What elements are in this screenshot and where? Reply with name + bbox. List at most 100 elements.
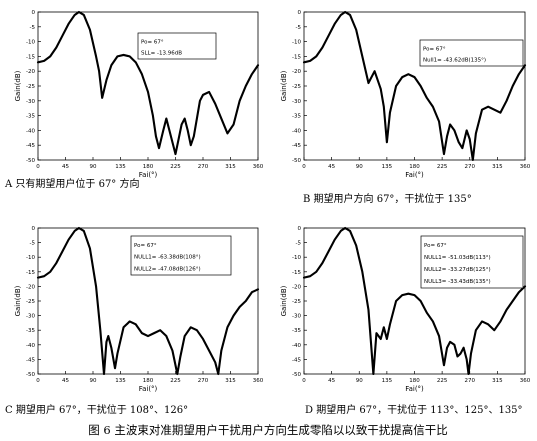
x-tick-label: 90 [90,378,97,384]
y-tick-label: -5 [30,241,36,247]
y-tick-label: -40 [292,128,301,134]
x-axis-label: Fai(°) [139,385,158,393]
x-tick-label: 225 [437,378,448,384]
x-tick-label: 360 [520,378,531,384]
y-tick-label: -20 [292,69,301,75]
gain-series-line [36,10,260,156]
y-tick-label: 0 [298,226,302,232]
x-tick-label: 180 [143,378,154,384]
x-axis-label: Fai(°) [405,385,424,393]
y-tick-label: -40 [26,343,35,349]
annotation-box [419,39,524,67]
y-tick-label: -10 [26,40,35,46]
annotation-text: Po= 67° [141,40,164,46]
x-tick-label: 45 [328,378,335,384]
annotation-text: SLL= -13.96dB [141,51,182,57]
y-tick-label: -30 [292,99,301,105]
x-tick-label: 270 [198,378,209,384]
y-tick-label: -15 [292,270,301,276]
y-tick-label: 0 [32,10,36,16]
annotation-text: NULL2= -33.27dB(125°) [424,267,491,273]
annotation-text: Po= 67° [424,243,447,249]
annotation-text: NULL3= -33.43dB(135°) [424,279,491,285]
y-tick-label: -35 [26,328,35,334]
x-tick-label: 225 [170,378,181,384]
y-tick-label: -45 [26,357,35,363]
x-tick-label: 315 [492,164,503,170]
annotation-text: Po= 67° [134,243,157,249]
x-tick-label: 45 [328,164,335,170]
x-tick-label: 135 [115,378,126,384]
y-tick-label: -15 [292,54,301,60]
y-tick-label: -50 [292,372,301,378]
plot-frame [303,11,526,161]
y-tick-label: -10 [292,40,301,46]
gain-series-line [302,10,527,162]
y-axis-label: Gain(dB) [14,70,22,101]
x-tick-label: 135 [382,164,393,170]
x-axis-label: Fai(°) [405,171,424,179]
x-tick-label: 180 [143,164,154,170]
panel-caption: D 期望用户 67°，干扰位于 113°、125°、135° [305,403,523,416]
x-tick-label: 180 [409,378,420,384]
x-tick-label: 270 [465,378,476,384]
panel-b: 0-5-10-15-20-25-30-35-40-45-500 45 90 135 18… [280,10,531,205]
x-tick-label: 270 [198,164,209,170]
panel-a: 0-5-10-15-20-25-30-35-40-45-500 45 90 135 18… [4,10,264,190]
x-axis-label: Fai(°) [139,171,158,179]
gain-series-line [36,226,260,376]
y-tick-label: -10 [26,255,35,261]
y-tick-label: -35 [292,114,301,120]
y-tick-label: -30 [26,314,35,320]
x-tick-label: 315 [225,164,236,170]
x-tick-label: 315 [492,378,503,384]
y-tick-label: -15 [26,54,35,60]
y-tick-label: -25 [292,84,301,90]
y-tick-label: -30 [26,99,35,105]
y-axis-label: Gain(dB) [280,285,288,316]
x-tick-label: 45 [62,378,69,384]
y-tick-label: -35 [292,328,301,334]
x-tick-label: 90 [90,164,97,170]
x-tick-label: 90 [356,378,363,384]
y-tick-label: -45 [26,143,35,149]
x-tick-label: 0 [302,378,306,384]
y-tick-label: -40 [292,343,301,349]
x-tick-label: 90 [356,164,363,170]
y-tick-label: -5 [296,25,302,31]
annotation-text: NULL1= -63.38dB(108°) [134,255,201,261]
y-tick-label: -5 [30,25,36,31]
x-tick-label: 135 [382,378,393,384]
y-tick-label: 0 [298,10,302,16]
y-tick-label: -15 [26,270,35,276]
y-tick-label: -10 [292,255,301,261]
y-tick-label: -20 [26,284,35,290]
gain-series-line [302,226,527,376]
y-tick-label: -45 [292,357,301,363]
y-tick-label: -5 [296,241,302,247]
x-tick-label: 225 [437,164,448,170]
y-tick-label: -35 [26,114,35,120]
x-tick-label: 360 [253,378,264,384]
x-tick-label: 0 [36,378,40,384]
x-tick-label: 135 [115,164,126,170]
panel-caption: B 期望用户方向 67°，干扰位于 135° [303,192,472,205]
y-tick-label: -50 [26,372,35,378]
panel-c: 0-5-10-15-20-25-30-35-40-45-500 45 90 135 18… [5,226,264,416]
x-tick-label: 360 [253,164,264,170]
y-tick-label: -20 [26,69,35,75]
panel-caption: A 只有期望用户位于 67° 方向 [4,177,139,190]
annotation-text: NULL1= -51.03dB(113°) [424,255,491,261]
annotation-box [137,32,217,60]
x-tick-label: 315 [225,378,236,384]
annotation-box [420,235,524,289]
y-tick-label: -45 [292,143,301,149]
annotation-text: Null1= -43.62dB(135°) [423,58,486,64]
x-tick-label: 45 [62,164,69,170]
y-axis-label: Gain(dB) [14,285,22,316]
y-tick-label: -50 [26,158,35,164]
x-tick-label: 0 [36,164,40,170]
panel-d: 0-5-10-15-20-25-30-35-40-45-500 45 90 135 18… [280,226,531,416]
y-tick-label: -50 [292,158,301,164]
